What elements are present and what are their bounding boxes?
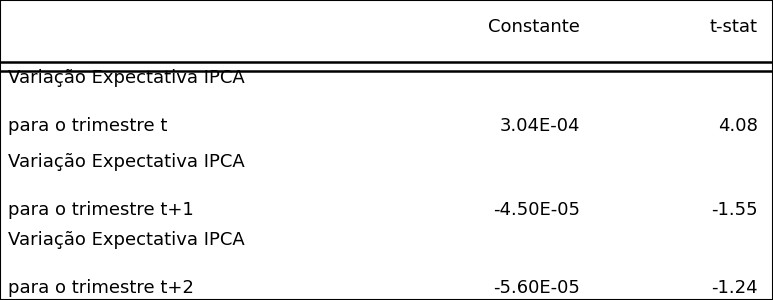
Text: -4.50E-05: -4.50E-05 (492, 201, 580, 219)
Text: -1.24: -1.24 (711, 279, 758, 297)
Text: para o trimestre t+2: para o trimestre t+2 (8, 279, 193, 297)
Text: Variação Expectativa IPCA: Variação Expectativa IPCA (8, 69, 244, 87)
Text: para o trimestre t: para o trimestre t (8, 117, 167, 135)
Text: Variação Expectativa IPCA: Variação Expectativa IPCA (8, 153, 244, 171)
Text: Variação Expectativa IPCA: Variação Expectativa IPCA (8, 231, 244, 249)
Text: 3.04E-04: 3.04E-04 (499, 117, 580, 135)
Text: -5.60E-05: -5.60E-05 (493, 279, 580, 297)
Text: t-stat: t-stat (710, 18, 758, 36)
Text: Constante: Constante (488, 18, 580, 36)
Text: 4.08: 4.08 (717, 117, 758, 135)
Text: para o trimestre t+1: para o trimestre t+1 (8, 201, 193, 219)
Text: -1.55: -1.55 (711, 201, 758, 219)
